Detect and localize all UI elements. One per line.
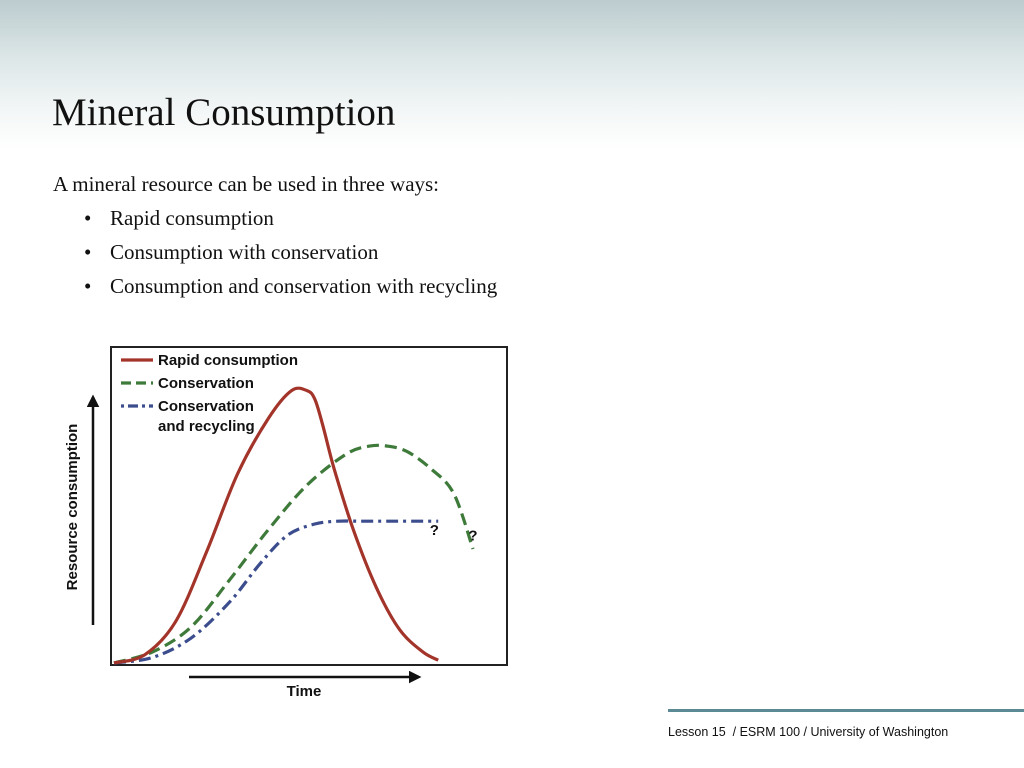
plot-frame — [110, 346, 508, 666]
series-line-0 — [113, 386, 439, 665]
bullet-item: • Consumption with conservation — [84, 239, 497, 273]
slide-title: Mineral Consumption — [52, 91, 396, 134]
bullet-text: Consumption with conservation — [110, 240, 379, 264]
bullet-text: Rapid consumption — [110, 206, 274, 230]
bullet-list: • Rapid consumption • Consumption with con… — [84, 205, 497, 307]
chart-canvas: Resource consumption Time? ? Rapid consumpt… — [64, 346, 508, 700]
x-axis-label: Time — [287, 683, 322, 700]
legend-label: Rapid consumption — [158, 352, 298, 369]
bullet-text: Consumption and conservation with recycl… — [110, 274, 498, 298]
series-line-2 — [113, 519, 439, 665]
consumption-chart: Resource consumption Time?? Rapid consumpt… — [55, 335, 525, 710]
y-axis-label: Resource consumption — [64, 424, 81, 591]
intro-text: A mineral resource can be used in three … — [53, 172, 440, 196]
bullet-marker: • — [84, 240, 92, 264]
legend-label: and recycling — [158, 418, 255, 435]
legend-label: Conservation — [158, 398, 254, 415]
bullet-marker: • — [84, 206, 92, 230]
annotation-question-mark: ? — [468, 528, 477, 545]
bullet-marker: • — [84, 274, 92, 298]
bullet-item: • Consumption and conservation with recyc… — [84, 273, 497, 307]
legend-label: Conservation — [158, 375, 254, 392]
bullet-item: • Rapid consumption — [84, 205, 497, 239]
footer-divider — [668, 709, 1024, 712]
header-band — [0, 0, 1024, 150]
annotation-question-mark: ? — [430, 522, 439, 539]
footer-text: Lesson 15 / ESRM 100 / University of Was… — [668, 725, 949, 739]
